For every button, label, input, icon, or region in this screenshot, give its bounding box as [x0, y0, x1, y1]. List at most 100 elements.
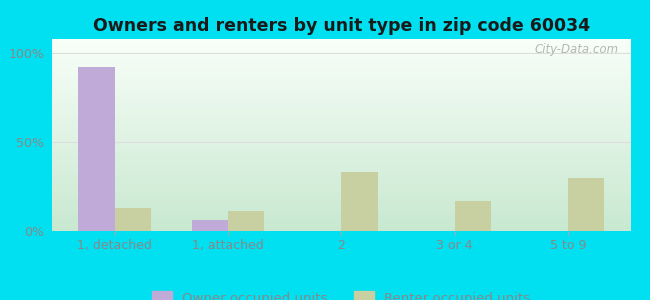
Bar — [52, 218, 630, 220]
Bar — [52, 88, 630, 89]
Bar — [52, 56, 630, 57]
Bar — [52, 142, 630, 143]
Bar — [52, 172, 630, 173]
Bar — [52, 121, 630, 122]
Bar — [52, 94, 630, 95]
Bar — [52, 169, 630, 170]
Bar — [52, 220, 630, 221]
Bar — [52, 124, 630, 125]
Title: Owners and renters by unit type in zip code 60034: Owners and renters by unit type in zip c… — [93, 17, 590, 35]
Bar — [52, 144, 630, 145]
Bar — [52, 140, 630, 141]
Bar — [52, 215, 630, 216]
Bar — [52, 61, 630, 62]
Bar — [52, 119, 630, 120]
Bar — [52, 210, 630, 211]
Bar — [454, 201, 491, 231]
Bar — [52, 212, 630, 213]
Bar — [52, 104, 630, 105]
Bar — [52, 153, 630, 154]
Bar — [52, 91, 630, 92]
Bar — [52, 129, 630, 130]
Bar — [52, 92, 630, 93]
Bar — [228, 212, 264, 231]
Bar — [52, 64, 630, 65]
Bar — [52, 49, 630, 50]
Legend: Owner occupied units, Renter occupied units: Owner occupied units, Renter occupied un… — [152, 291, 530, 300]
Bar — [52, 113, 630, 114]
Bar — [52, 133, 630, 134]
Bar — [52, 42, 630, 43]
Bar — [52, 198, 630, 199]
Bar — [52, 82, 630, 83]
Bar — [52, 70, 630, 71]
Bar — [52, 183, 630, 184]
Bar — [52, 191, 630, 192]
Bar — [52, 192, 630, 193]
Bar — [52, 213, 630, 214]
Bar — [52, 102, 630, 103]
Bar — [52, 135, 630, 136]
Bar — [52, 194, 630, 196]
Bar — [52, 176, 630, 177]
Bar — [52, 43, 630, 44]
Bar — [52, 128, 630, 129]
Bar — [52, 117, 630, 118]
Bar — [52, 52, 630, 53]
Bar — [52, 85, 630, 86]
Bar — [52, 173, 630, 174]
Bar — [52, 209, 630, 210]
Bar — [52, 228, 630, 229]
Bar — [52, 93, 630, 94]
Bar — [52, 77, 630, 78]
Bar — [52, 136, 630, 137]
Bar — [52, 206, 630, 207]
Bar — [52, 66, 630, 67]
Bar — [52, 230, 630, 231]
Bar — [52, 175, 630, 176]
Bar — [52, 58, 630, 59]
Bar — [52, 152, 630, 153]
Bar — [52, 67, 630, 68]
Bar — [52, 115, 630, 116]
Bar — [52, 162, 630, 163]
Bar — [52, 39, 630, 40]
Bar — [52, 189, 630, 190]
Bar — [568, 178, 604, 231]
Bar — [52, 60, 630, 61]
Bar — [52, 157, 630, 158]
Bar — [52, 170, 630, 172]
Bar — [52, 122, 630, 124]
Bar — [52, 216, 630, 217]
Bar — [52, 155, 630, 156]
Bar — [52, 148, 630, 149]
Bar — [52, 98, 630, 100]
Bar — [52, 100, 630, 101]
Bar — [52, 154, 630, 155]
Bar — [52, 62, 630, 63]
Bar — [52, 202, 630, 203]
Bar — [52, 174, 630, 175]
Bar — [52, 149, 630, 150]
Bar — [52, 164, 630, 165]
Bar — [52, 222, 630, 223]
Bar — [52, 197, 630, 198]
Bar — [52, 143, 630, 144]
Bar — [52, 87, 630, 88]
Bar — [52, 59, 630, 60]
Bar — [341, 172, 378, 231]
Bar — [52, 125, 630, 126]
Bar — [52, 112, 630, 113]
Bar — [52, 110, 630, 111]
Bar — [52, 47, 630, 48]
Bar — [52, 150, 630, 151]
Bar — [52, 146, 630, 148]
Bar — [52, 204, 630, 205]
Bar — [52, 101, 630, 102]
Bar — [52, 211, 630, 212]
Bar — [52, 105, 630, 106]
Bar — [52, 103, 630, 104]
Bar — [52, 114, 630, 115]
Bar — [52, 184, 630, 185]
Text: City-Data.com: City-Data.com — [535, 43, 619, 56]
